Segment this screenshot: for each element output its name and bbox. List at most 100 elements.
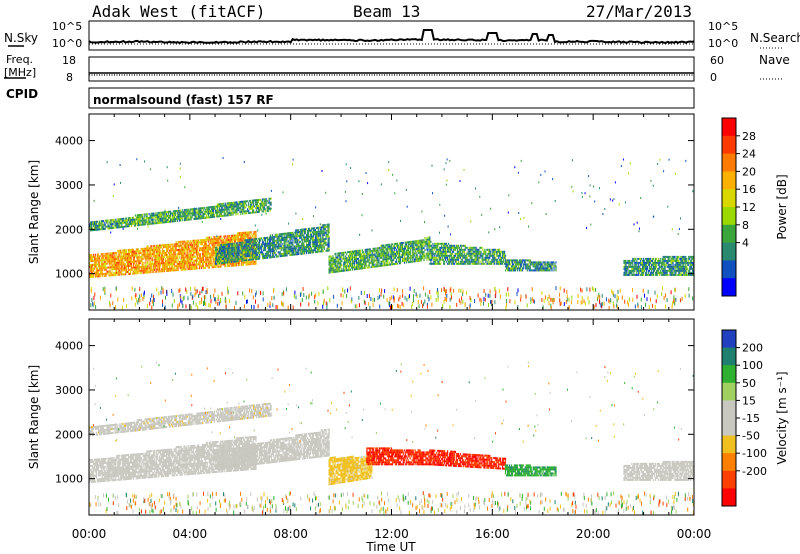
heatmap-cell xyxy=(380,262,382,265)
heatmap-cell xyxy=(287,246,289,249)
heatmap-cell xyxy=(228,239,230,241)
heatmap-cell xyxy=(218,211,220,214)
heatmap-cell xyxy=(386,250,388,253)
heatmap-cell xyxy=(360,267,362,270)
heatmap-cell xyxy=(162,258,164,261)
heatmap-cell xyxy=(255,240,257,243)
heatmap-cell xyxy=(228,245,230,248)
heatmap-cell xyxy=(334,262,336,265)
heatmap-cell xyxy=(117,273,119,276)
heatmap-cell xyxy=(186,216,188,219)
heatmap-cell xyxy=(129,260,132,263)
heatmap-cell xyxy=(418,239,420,242)
heatmap-cell xyxy=(266,252,269,255)
heatmap-cell xyxy=(202,253,204,255)
heatmap-cell xyxy=(107,266,109,269)
heatmap-cell xyxy=(126,271,128,274)
heatmap-cell xyxy=(103,264,105,267)
heatmap-cell xyxy=(181,256,183,259)
heatmap-cell xyxy=(418,259,420,262)
heatmap-cell xyxy=(195,265,197,268)
heatmap-cell xyxy=(93,271,96,274)
heatmap-cell xyxy=(351,266,353,269)
heatmap-cell xyxy=(183,252,185,255)
heatmap-cell xyxy=(160,256,162,259)
heatmap-cell xyxy=(181,266,183,269)
heatmap-cell xyxy=(107,260,109,263)
heatmap-cell xyxy=(172,214,175,217)
heatmap-cell xyxy=(162,246,165,249)
heatmap-cell xyxy=(179,240,181,243)
heatmap-cell xyxy=(146,245,148,248)
heatmap-cell xyxy=(290,234,292,236)
heatmap-cell xyxy=(212,206,214,208)
heatmap-cell xyxy=(211,242,213,245)
heatmap-cell xyxy=(399,262,402,265)
heatmap-cell xyxy=(205,254,207,257)
heatmap-cell xyxy=(233,246,235,249)
heatmap-cell xyxy=(173,263,175,266)
heatmap-cell xyxy=(189,254,191,257)
heatmap-cell xyxy=(369,250,371,253)
heatmap-cell xyxy=(222,210,224,213)
heatmap-cell xyxy=(220,260,223,263)
heatmap-cell xyxy=(90,276,92,278)
heatmap-cell xyxy=(217,252,219,255)
heatmap-cell xyxy=(320,230,322,233)
heatmap-cell xyxy=(302,228,304,231)
heatmap-cell xyxy=(132,270,134,273)
heatmap-cell xyxy=(160,215,162,218)
heatmap-cell xyxy=(235,256,237,259)
heatmap-cell xyxy=(249,245,251,248)
heatmap-cell xyxy=(358,255,360,258)
heatmap-cell xyxy=(324,240,326,242)
heatmap-cell xyxy=(99,269,101,272)
heatmap-cell xyxy=(173,249,175,252)
heatmap-cell xyxy=(404,245,406,248)
heatmap-cell xyxy=(175,269,177,272)
heatmap-cell xyxy=(144,263,146,266)
heatmap-cell xyxy=(108,260,110,263)
heatmap-cell xyxy=(229,202,231,205)
heatmap-cell xyxy=(263,249,265,252)
heatmap-cell xyxy=(110,223,112,226)
heatmap-cell xyxy=(377,259,379,262)
heatmap-cell xyxy=(96,267,98,270)
heatmap-cell xyxy=(159,250,161,253)
heatmap-cell xyxy=(320,226,322,229)
heatmap-cell xyxy=(224,237,226,240)
heatmap-cell xyxy=(407,249,409,252)
heatmap-cell xyxy=(258,255,260,258)
heatmap-cell xyxy=(251,258,253,261)
heatmap-cell xyxy=(415,240,417,243)
heatmap-cell xyxy=(261,251,263,254)
heatmap-cell xyxy=(174,218,177,221)
heatmap-cell xyxy=(251,235,253,238)
heatmap-cell xyxy=(239,240,241,243)
heatmap-cell xyxy=(263,245,266,248)
heatmap-cell xyxy=(204,258,206,261)
heatmap-cell xyxy=(190,242,192,244)
heatmap-cell xyxy=(129,258,132,261)
heatmap-cell xyxy=(182,260,184,263)
heatmap-cell xyxy=(149,222,151,225)
heatmap-cell xyxy=(165,215,167,218)
heatmap-cell xyxy=(233,238,235,241)
heatmap-cell xyxy=(323,246,325,249)
heatmap-cell xyxy=(233,260,235,263)
heatmap-cell xyxy=(153,220,155,223)
heatmap-cell xyxy=(128,256,131,259)
heatmap-cell xyxy=(109,223,111,226)
heatmap-cell xyxy=(204,246,206,249)
heatmap-cell xyxy=(221,203,223,205)
heatmap-cell xyxy=(227,235,229,238)
heatmap-cell xyxy=(413,252,415,255)
heatmap-cell xyxy=(105,266,107,269)
heatmap-cell xyxy=(265,252,268,255)
heatmap-cell xyxy=(326,233,328,236)
heatmap-cell xyxy=(208,210,210,213)
heatmap-cell xyxy=(249,207,251,210)
heatmap-cell xyxy=(290,253,292,256)
heatmap-cell xyxy=(226,202,228,205)
heatmap-cell xyxy=(131,254,133,257)
